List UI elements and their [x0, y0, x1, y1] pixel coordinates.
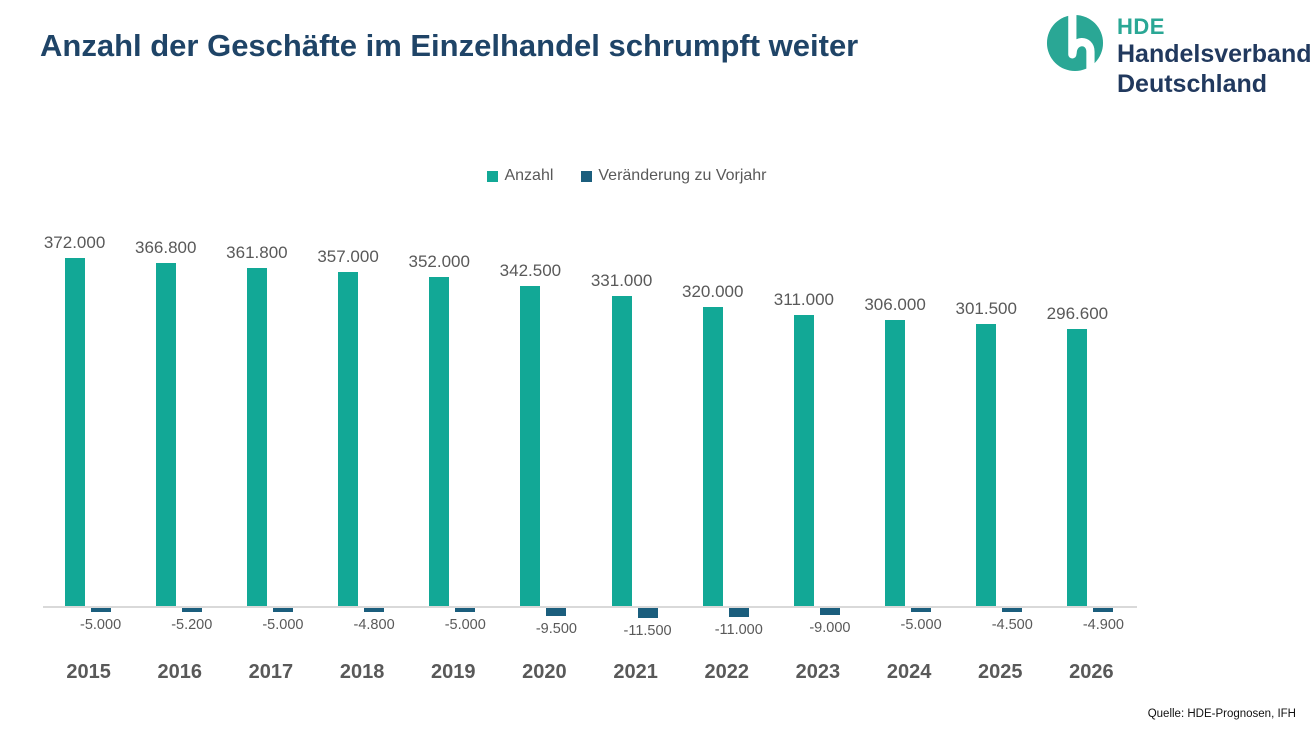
bar-anzahl — [702, 306, 723, 606]
hde-logo-icon — [1046, 14, 1104, 72]
source-note: Quelle: HDE-Prognosen, IFH — [1147, 708, 1296, 720]
hde-logo-line2: Deutschland — [1117, 70, 1268, 98]
category-label-2018: 2018 — [339, 661, 385, 683]
bar-anzahl — [338, 272, 359, 606]
value-label-anzahl: 296.600 — [1046, 303, 1109, 323]
legend-swatch-icon — [487, 170, 499, 182]
bar-anzahl — [64, 258, 85, 606]
value-label-anzahl: 306.000 — [864, 294, 926, 314]
legend-label: Veränderung zu Vorjahr — [598, 167, 767, 184]
category-label-2019: 2019 — [430, 661, 476, 683]
bar-anzahl — [155, 262, 176, 606]
value-label-veraenderung: -5.000 — [900, 616, 942, 633]
bar-anzahl — [611, 296, 632, 606]
x-axis-line — [43, 606, 1137, 608]
category-label-2026: 2026 — [1069, 661, 1114, 683]
legend-item-anzahl: Anzahl — [487, 167, 553, 185]
value-label-anzahl: 372.000 — [43, 233, 106, 252]
category-label-2021: 2021 — [613, 661, 658, 683]
hde-logo-abbr: HDE — [1117, 14, 1165, 39]
legend-item-ver-nderung-zu-vorjahr: Veränderung zu Vorjahr — [581, 167, 767, 185]
bar-veraenderung — [272, 607, 293, 612]
value-label-anzahl: 311.000 — [773, 290, 834, 310]
category-label-2016: 2016 — [157, 661, 202, 683]
bar-veraenderung — [90, 607, 111, 612]
value-label-anzahl: 320.000 — [682, 281, 744, 301]
value-label-veraenderung: -4.500 — [991, 616, 1033, 633]
category-label-2015: 2015 — [66, 661, 111, 683]
category-label-2017: 2017 — [248, 661, 294, 683]
bar-veraenderung — [455, 607, 476, 612]
bar-veraenderung — [1093, 607, 1114, 612]
chart-legend: Anzahl Veränderung zu Vorjahr — [80, 167, 1174, 185]
value-label-veraenderung: -11.500 — [623, 622, 672, 639]
value-label-veraenderung: -9.500 — [535, 620, 577, 637]
value-label-veraenderung: -4.900 — [1082, 616, 1124, 633]
value-label-veraenderung: -5.200 — [171, 616, 213, 633]
category-label-2023: 2023 — [795, 661, 841, 683]
legend-label: Anzahl — [504, 167, 554, 184]
page-title: Anzahl der Geschäfte im Einzelhandel sch… — [40, 28, 859, 63]
category-label-2020: 2020 — [522, 661, 567, 683]
value-label-anzahl: 342.500 — [499, 260, 562, 280]
bar-veraenderung — [546, 607, 567, 616]
bar-veraenderung — [819, 607, 840, 616]
value-label-anzahl: 301.500 — [955, 298, 1017, 318]
hde-logo-text: HDE Handelsverband Deutschland — [1117, 15, 1311, 99]
value-label-veraenderung: -5.000 — [444, 616, 486, 633]
bar-anzahl — [976, 323, 997, 606]
bar-anzahl — [246, 267, 267, 606]
value-label-veraenderung: -5.000 — [262, 616, 304, 633]
value-label-anzahl: 366.800 — [135, 237, 197, 257]
hde-logo-line1: Handelsverband — [1117, 40, 1311, 68]
value-label-veraenderung: -9.000 — [809, 620, 851, 637]
value-label-anzahl: 352.000 — [408, 251, 470, 271]
hde-logo: HDE Handelsverband Deutschland — [1046, 14, 1311, 99]
bar-anzahl — [1067, 328, 1088, 606]
bar-anzahl — [520, 285, 541, 606]
bar-veraenderung — [181, 607, 202, 612]
bar-anzahl — [885, 319, 906, 606]
bar-veraenderung — [364, 607, 385, 612]
value-label-veraenderung: -5.000 — [80, 616, 122, 633]
bar-veraenderung — [728, 607, 749, 618]
value-label-anzahl: 357.000 — [317, 247, 379, 267]
category-label-2025: 2025 — [977, 661, 1023, 683]
bar-anzahl — [793, 315, 814, 606]
value-label-veraenderung: -4.800 — [353, 616, 395, 633]
value-label-anzahl: 361.800 — [226, 242, 288, 262]
value-label-anzahl: 331.000 — [590, 271, 653, 291]
bar-veraenderung — [1002, 607, 1023, 612]
category-label-2022: 2022 — [704, 661, 749, 683]
bar-veraenderung — [911, 607, 932, 612]
legend-swatch-icon — [581, 170, 593, 182]
bar-veraenderung — [637, 607, 658, 618]
value-label-veraenderung: -11.000 — [714, 622, 763, 639]
category-label-2024: 2024 — [886, 661, 932, 683]
bar-anzahl — [429, 276, 450, 606]
